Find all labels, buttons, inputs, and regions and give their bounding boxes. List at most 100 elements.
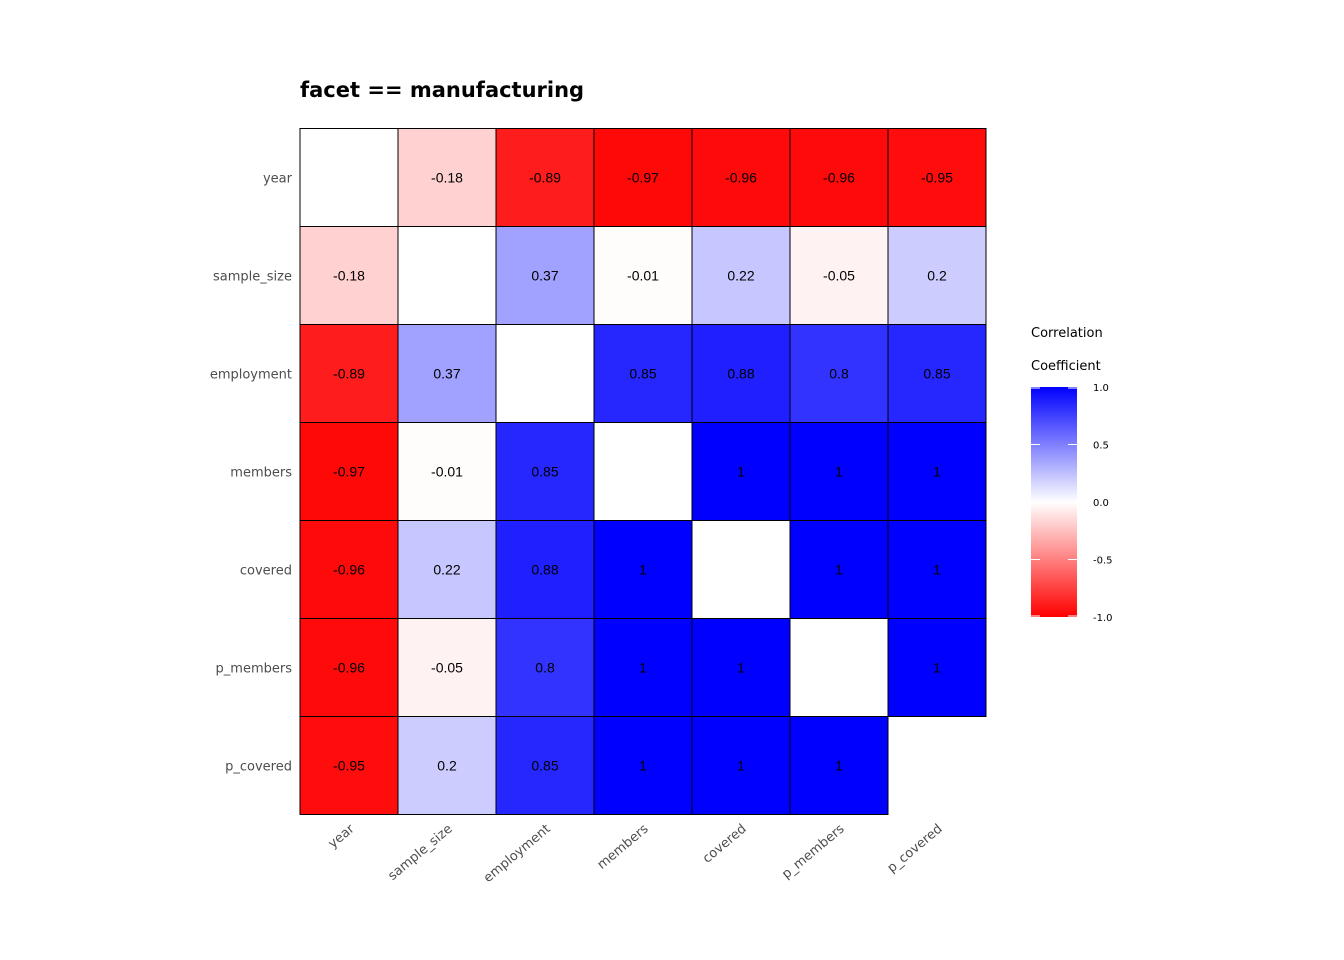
x-tick-label: year xyxy=(326,821,358,852)
cell-value-label: -0.97 xyxy=(627,170,659,186)
cell-value-label: -0.01 xyxy=(431,464,463,480)
heatmap-cell xyxy=(299,128,399,227)
cell-value-label: -0.18 xyxy=(333,268,365,284)
heatmap-cell xyxy=(691,716,791,815)
heatmap-cell xyxy=(691,324,791,423)
x-tick-label: employment xyxy=(481,822,554,886)
legend-tick-label: 0.5 xyxy=(1093,441,1109,452)
cell-value-label: -0.89 xyxy=(529,170,561,186)
cell-value-label: -0.05 xyxy=(823,268,855,284)
heatmap-cell xyxy=(789,716,889,815)
heatmap-cell xyxy=(691,422,791,521)
heatmap-cell xyxy=(691,618,791,717)
heatmap-cell xyxy=(887,226,987,325)
cell-value-label: -0.97 xyxy=(333,464,365,480)
heatmap-cell xyxy=(593,324,693,423)
cell-value-label: 1 xyxy=(835,562,843,578)
cell-value-label: 0.37 xyxy=(433,366,460,382)
cell-value-label: 1 xyxy=(933,562,941,578)
heatmap-cell xyxy=(789,422,889,521)
y-tick-label: members xyxy=(230,466,292,481)
cell-value-label: -0.89 xyxy=(333,366,365,382)
heatmap-cell xyxy=(691,128,791,227)
heatmap-cell xyxy=(299,716,399,815)
legend-tick-label: -1.0 xyxy=(1093,613,1113,624)
cell-value-label: 1 xyxy=(835,758,843,774)
cell-value-label: 1 xyxy=(737,660,745,676)
y-tick-label: year xyxy=(263,172,293,187)
x-tick-label: p_covered xyxy=(885,822,946,876)
heatmap-cell xyxy=(691,226,791,325)
heatmap-cell xyxy=(397,128,497,227)
y-tick-label: covered xyxy=(240,564,292,579)
cell-value-label: -0.95 xyxy=(921,170,953,186)
y-tick-label: p_members xyxy=(216,662,293,677)
y-tick-label: p_covered xyxy=(225,760,292,775)
heatmap-cell xyxy=(495,422,595,521)
heatmap-cell xyxy=(593,422,693,521)
heatmap-cell xyxy=(495,520,595,619)
heatmap-cell xyxy=(397,422,497,521)
heatmap-cell xyxy=(299,422,399,521)
y-tick-label: employment xyxy=(210,368,292,383)
heatmap-cell xyxy=(887,128,987,227)
cell-value-label: 1 xyxy=(639,758,647,774)
color-legend: Correlation Coefficient 1.0 0.5 0.0 -0.5 -1.… xyxy=(1031,326,1113,624)
heatmap-cell xyxy=(593,716,693,815)
cell-value-label: -0.96 xyxy=(333,562,365,578)
cell-value-label: 1 xyxy=(737,758,745,774)
cell-value-label: 0.2 xyxy=(927,268,947,284)
cell-value-label: 0.85 xyxy=(923,366,950,382)
cell-value-label: -0.01 xyxy=(627,268,659,284)
heatmap-cell xyxy=(299,324,399,423)
chart-title: facet == manufacturing xyxy=(300,78,584,102)
x-axis-labels: year sample_size employment members covered p… xyxy=(326,821,946,886)
cell-value-label: 1 xyxy=(639,660,647,676)
cell-value-label: 1 xyxy=(835,464,843,480)
x-tick-label: p_members xyxy=(779,821,847,882)
heatmap-cell xyxy=(495,716,595,815)
heatmap-cell xyxy=(397,716,497,815)
cell-value-label: 0.2 xyxy=(437,758,457,774)
heatmap-cell xyxy=(593,520,693,619)
cell-value-label: 1 xyxy=(639,562,647,578)
x-tick-label: covered xyxy=(700,822,750,867)
legend-title-line-2: Coefficient xyxy=(1031,359,1101,374)
legend-tick-label: 0.0 xyxy=(1093,498,1109,509)
cell-value-label: 0.37 xyxy=(531,268,558,284)
heatmap-cell xyxy=(397,226,497,325)
legend-tick-label: -0.5 xyxy=(1093,556,1113,567)
cell-value-label: -0.96 xyxy=(333,660,365,676)
cell-value-label: 0.8 xyxy=(829,366,849,382)
heatmap-cell xyxy=(495,324,595,423)
cell-value-label: -0.96 xyxy=(823,170,855,186)
cell-value-label: 0.8 xyxy=(535,660,555,676)
cell-value-label: -0.18 xyxy=(431,170,463,186)
heatmap-cell xyxy=(397,324,497,423)
x-tick-label: members xyxy=(595,821,652,872)
x-tick-label: sample_size xyxy=(385,822,455,884)
heatmap-cell xyxy=(887,324,987,423)
cell-value-label: 0.85 xyxy=(531,758,558,774)
cell-value-label: -0.05 xyxy=(431,660,463,676)
heatmap-cell xyxy=(299,520,399,619)
legend-tick-label: 1.0 xyxy=(1093,383,1109,394)
y-tick-label: sample_size xyxy=(213,270,292,285)
cell-value-label: 0.88 xyxy=(531,562,558,578)
heatmap-cell xyxy=(789,128,889,227)
cell-value-label: -0.96 xyxy=(725,170,757,186)
y-axis-labels: year sample_size employment members covered p… xyxy=(210,172,293,775)
legend-ticks: 1.0 0.5 0.0 -0.5 -1.0 xyxy=(1031,383,1113,624)
heatmap-cell xyxy=(887,422,987,521)
cell-value-label: 0.88 xyxy=(727,366,754,382)
cell-value-label: 0.85 xyxy=(531,464,558,480)
legend-title-line-1: Correlation xyxy=(1031,326,1103,341)
heatmap-cell xyxy=(299,618,399,717)
heatmap-cell xyxy=(887,618,987,717)
heatmap-cell xyxy=(789,520,889,619)
heatmap-cell xyxy=(887,520,987,619)
cell-value-label: 1 xyxy=(933,660,941,676)
heatmap-cell xyxy=(495,226,595,325)
heatmap-cell xyxy=(691,520,791,619)
